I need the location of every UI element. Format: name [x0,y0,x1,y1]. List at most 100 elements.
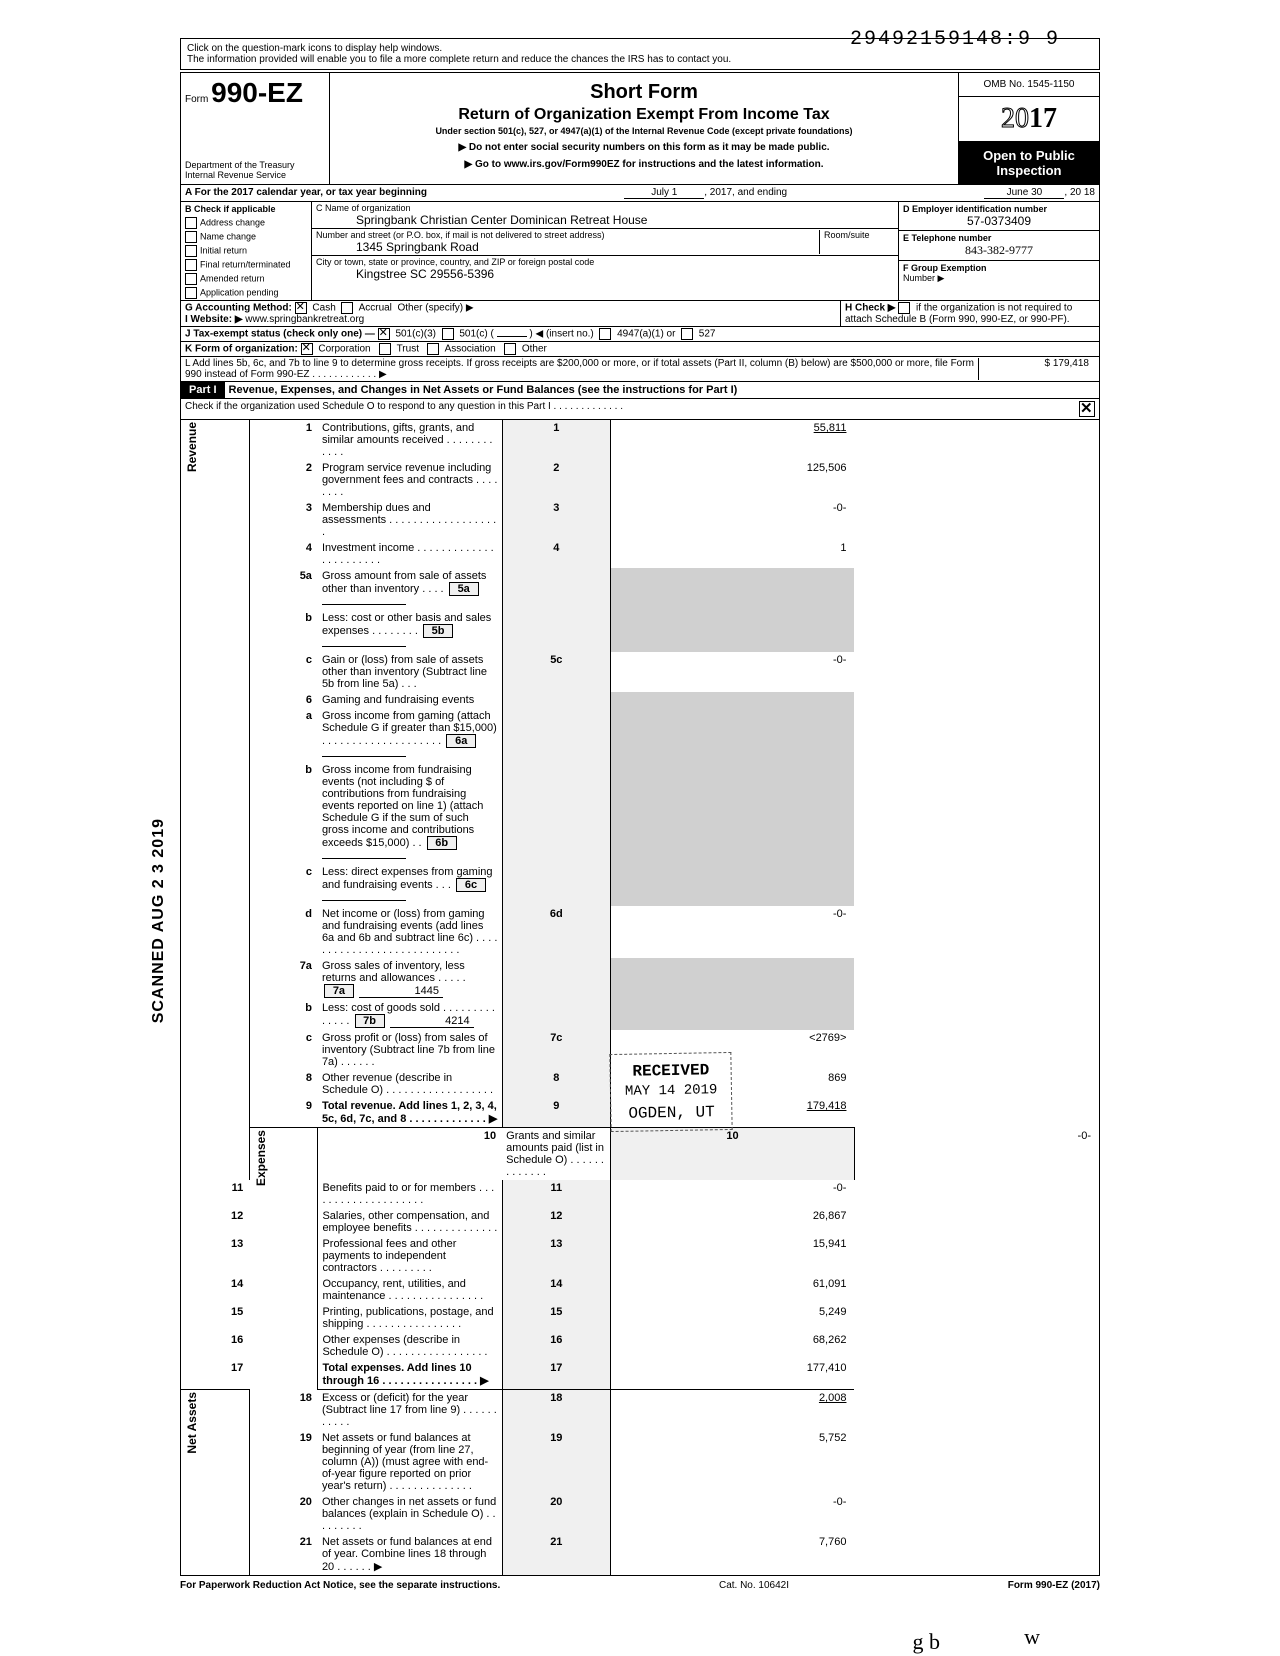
open-to-public: Open to Public Inspection [959,142,1099,184]
line11-num: 11 [181,1180,250,1208]
rows-gijk: G Accounting Method: Cash Accrual Other … [180,301,1100,382]
side-revenue: Revenue [185,422,199,472]
line10-text: Grants and similar amounts paid (list in… [502,1128,610,1181]
line9-box: 9 [502,1098,610,1128]
chk-other-org[interactable] [504,343,516,355]
dept-treasury: Department of the Treasury [185,160,325,170]
line12-num: 12 [181,1208,250,1236]
title-short-form: Short Form [336,81,952,104]
line11-amt: -0- [610,1180,854,1208]
i-label: I Website: ▶ [185,314,243,325]
h-label: H Check ▶ [845,303,895,314]
chk-schedule-b[interactable] [898,302,910,314]
line15-num: 15 [181,1304,250,1332]
part1-title: Revenue, Expenses, and Changes in Net As… [225,382,1099,398]
city-label: City or town, state or province, country… [316,257,894,267]
line4-box: 4 [502,540,610,568]
line7a-ibox: 7a [324,984,354,998]
chk-association[interactable] [427,343,439,355]
ein-value: 57-0373409 [903,214,1095,228]
line5c-box: 5c [502,652,610,692]
page-footer: For Paperwork Reduction Act Notice, see … [180,1576,1100,1595]
e-label: E Telephone number [903,233,1095,243]
col-b-checks: B Check if applicable Address change Nam… [181,202,312,300]
part1-check-row: Check if the organization used Schedule … [180,399,1100,420]
open-line2: Inspection [961,163,1097,178]
side-expenses: Expenses [254,1130,268,1186]
chk-final-return[interactable] [185,259,197,271]
help-line2: The information provided will enable you… [187,54,1093,65]
chk-4947[interactable] [599,328,611,340]
b-item-1: Name change [200,231,256,241]
title-return: Return of Organization Exempt From Incom… [336,106,952,124]
rowa-end: June 30 [984,187,1064,199]
j-527: 527 [699,329,716,340]
year-outline: 20 [1001,103,1029,134]
line6c-num: c [249,864,318,906]
scanned-stamp: SCANNED AUG 2 3 2019 [150,818,168,1023]
chk-527[interactable] [681,328,693,340]
line12-box: 12 [502,1208,610,1236]
line7c-text: Gross profit or (loss) from sales of inv… [318,1030,502,1070]
line6b-ibox: 6b [427,836,457,850]
line18-num: 18 [249,1390,318,1431]
line21-text: Net assets or fund balances at end of ye… [318,1534,502,1576]
line20-amt: -0- [610,1494,854,1534]
col-def: D Employer identification number 57-0373… [898,202,1099,300]
l-label: L Add lines 5b, 6c, and 7b to line 9 to … [185,358,978,380]
j-label: J Tax-exempt status (check only one) — [185,329,375,340]
stamp-ogden: OGDEN, UT [625,1101,718,1125]
g-other: Other (specify) ▶ [397,303,473,314]
chk-name-change[interactable] [185,231,197,243]
rowa-label: A For the 2017 calendar year, or tax yea… [185,187,427,199]
form-number: Form 990-EZ [185,77,325,109]
chk-cash[interactable] [295,302,307,314]
line6c-iamt [322,900,406,901]
chk-trust[interactable] [379,343,391,355]
b-item-0: Address change [200,217,265,227]
rowa-mid: , 2017, and ending [704,187,787,199]
line18-text: Excess or (deficit) for the year (Subtra… [318,1390,502,1431]
line7b-iamt: 4214 [390,1015,474,1028]
irs-label: Internal Revenue Service [185,170,325,180]
foot-left: For Paperwork Reduction Act Notice, see … [180,1580,500,1591]
chk-pending[interactable] [185,287,197,299]
chk-accrual[interactable] [341,302,353,314]
chk-schedule-o[interactable] [1079,401,1095,417]
line4-amt: 1 [610,540,854,568]
line5b-ibox: 5b [423,624,453,638]
dln-number: 29492159148:9 9 [850,28,1060,51]
line7c-num: c [249,1030,318,1070]
chk-initial-return[interactable] [185,245,197,257]
part1-header: Part I Revenue, Expenses, and Changes in… [180,382,1100,399]
foot-right: Form 990-EZ (2017) [1008,1580,1100,1591]
chk-amended[interactable] [185,273,197,285]
foot-mid: Cat. No. 10642I [719,1580,789,1591]
line18-box: 18 [502,1390,610,1431]
chk-address-change[interactable] [185,217,197,229]
arrow-ssn: ▶ Do not enter social security numbers o… [336,142,952,153]
k-corp: Corporation [318,344,370,355]
line4-num: 4 [249,540,318,568]
line15-text: Printing, publications, postage, and shi… [318,1304,502,1332]
k-other: Other [522,344,547,355]
chk-501c3[interactable] [378,328,390,340]
part1-label: Part I [181,382,225,398]
side-net-assets: Net Assets [185,1392,199,1454]
chk-501c[interactable] [442,328,454,340]
line10-box: 10 [610,1128,854,1181]
phone-value: 843-382-9777 [903,243,1095,258]
line1-box: 1 [502,420,610,460]
line19-num: 19 [249,1430,318,1494]
line1-num: 1 [249,420,318,460]
line2-box: 2 [502,460,610,500]
line6d-num: d [249,906,318,958]
arrow-goto: ▶ Go to www.irs.gov/Form990EZ for instru… [336,159,952,170]
line9-text: Total revenue. Add lines 1, 2, 3, 4, 5c,… [322,1100,497,1125]
line6b-iamt [322,858,406,859]
line9-num: 9 [249,1098,318,1128]
website-value: www.springbankretreat.org [245,314,364,325]
line20-num: 20 [249,1494,318,1534]
line11-text: Benefits paid to or for members . . . . … [318,1180,502,1208]
chk-corporation[interactable] [301,343,313,355]
